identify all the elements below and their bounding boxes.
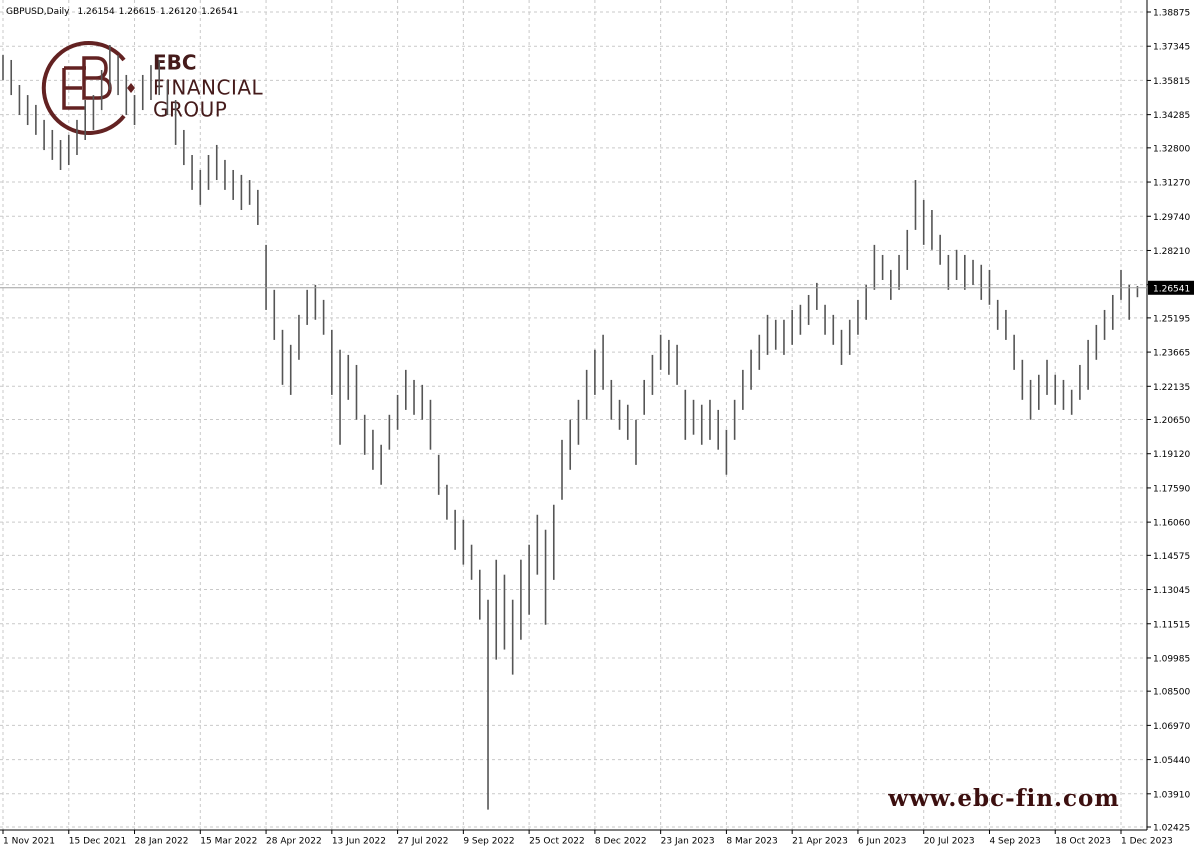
quote: 1.26541 [201,7,238,17]
y-tick-label: 1.38875 [1153,9,1190,19]
x-tick-label: 8 Mar 2023 [726,837,777,847]
x-tick-label: 28 Apr 2022 [266,837,322,847]
y-tick-label: 1.34285 [1153,111,1190,121]
x-tick-label: 15 Dec 2021 [69,837,127,847]
brand-line: FINANCIAL [153,76,264,100]
symbol: GBPUSD,Daily [6,7,70,17]
y-tick-label: 1.03910 [1153,790,1190,800]
bars [2,44,1139,810]
y-tick-label: 1.08500 [1153,688,1190,698]
quote: 1.26120 [160,7,197,17]
y-tick-label: 1.23665 [1153,349,1190,359]
x-tick-label: 6 Jun 2023 [858,837,906,847]
y-tick-label: 1.29740 [1153,213,1190,223]
y-tick-label: 1.37345 [1153,43,1190,53]
x-tick-label: 15 Mar 2022 [200,837,257,847]
y-tick-label: 1.05440 [1153,756,1190,766]
logo-mark [62,56,112,110]
brand-line: GROUP [153,98,227,122]
y-tick-label: 1.17590 [1153,484,1190,494]
x-tick-label: 13 Jun 2022 [332,837,386,847]
y-tick-label: 1.16060 [1153,519,1190,529]
y-tick-label: 1.02425 [1153,824,1190,834]
y-tick-label: 1.06970 [1153,722,1190,732]
y-tick-label: 1.20650 [1153,416,1190,426]
x-tick-label: 9 Sep 2022 [463,837,514,847]
quote: 1.26615 [119,7,156,17]
x-tick-label: 4 Sep 2023 [989,837,1040,847]
y-tick-label: 1.35815 [1153,77,1190,87]
y-tick-label: 1.22135 [1153,383,1190,393]
x-tick-label: 1 Dec 2023 [1121,837,1173,847]
y-tick-label: 1.09985 [1153,654,1190,664]
x-tick-label: 18 Oct 2023 [1055,837,1111,847]
x-tick-label: 21 Apr 2023 [792,837,848,847]
y-tick-label: 1.25195 [1153,314,1190,324]
x-tick-label: 25 Oct 2022 [529,837,585,847]
y-tick-label: 1.32800 [1153,144,1190,154]
y-tick-label: 1.11515 [1153,620,1190,630]
logo-diamond [127,83,135,93]
logo-ring [41,41,126,135]
x-tick-label: 1 Nov 2021 [3,837,55,847]
x-tick-label: 23 Jan 2023 [661,837,715,847]
logo: EBC FINANCIAL GROUP [41,41,264,135]
grid [0,0,1147,830]
y-tick-label: 1.13045 [1153,586,1190,596]
x-tick-label: 8 Dec 2022 [595,837,647,847]
x-tick-label: 28 Jan 2022 [135,837,189,847]
last-price-label: 1.26541 [1153,284,1190,294]
y-tick-label: 1.28210 [1153,247,1190,257]
axes: 1.38875 1.37345 1.35815 1.34285 1.32800 1.312… [0,9,1194,847]
x-tick-label: 20 Jul 2023 [924,837,975,847]
y-tick-label: 1.19120 [1153,450,1190,460]
y-tick-label: 1.31270 [1153,179,1190,189]
watermark-url: www.ebc-fin.com [887,785,1119,812]
brand: EBC [153,51,197,75]
y-tick-label: 1.14575 [1153,552,1190,562]
quote: 1.26154 [77,7,114,17]
x-tick-label: 27 Jul 2022 [398,837,449,847]
chart-header: GBPUSD,Daily 1.26154 1.26615 1.26120 1.26541 [6,7,238,17]
last-price-box [1148,280,1194,295]
